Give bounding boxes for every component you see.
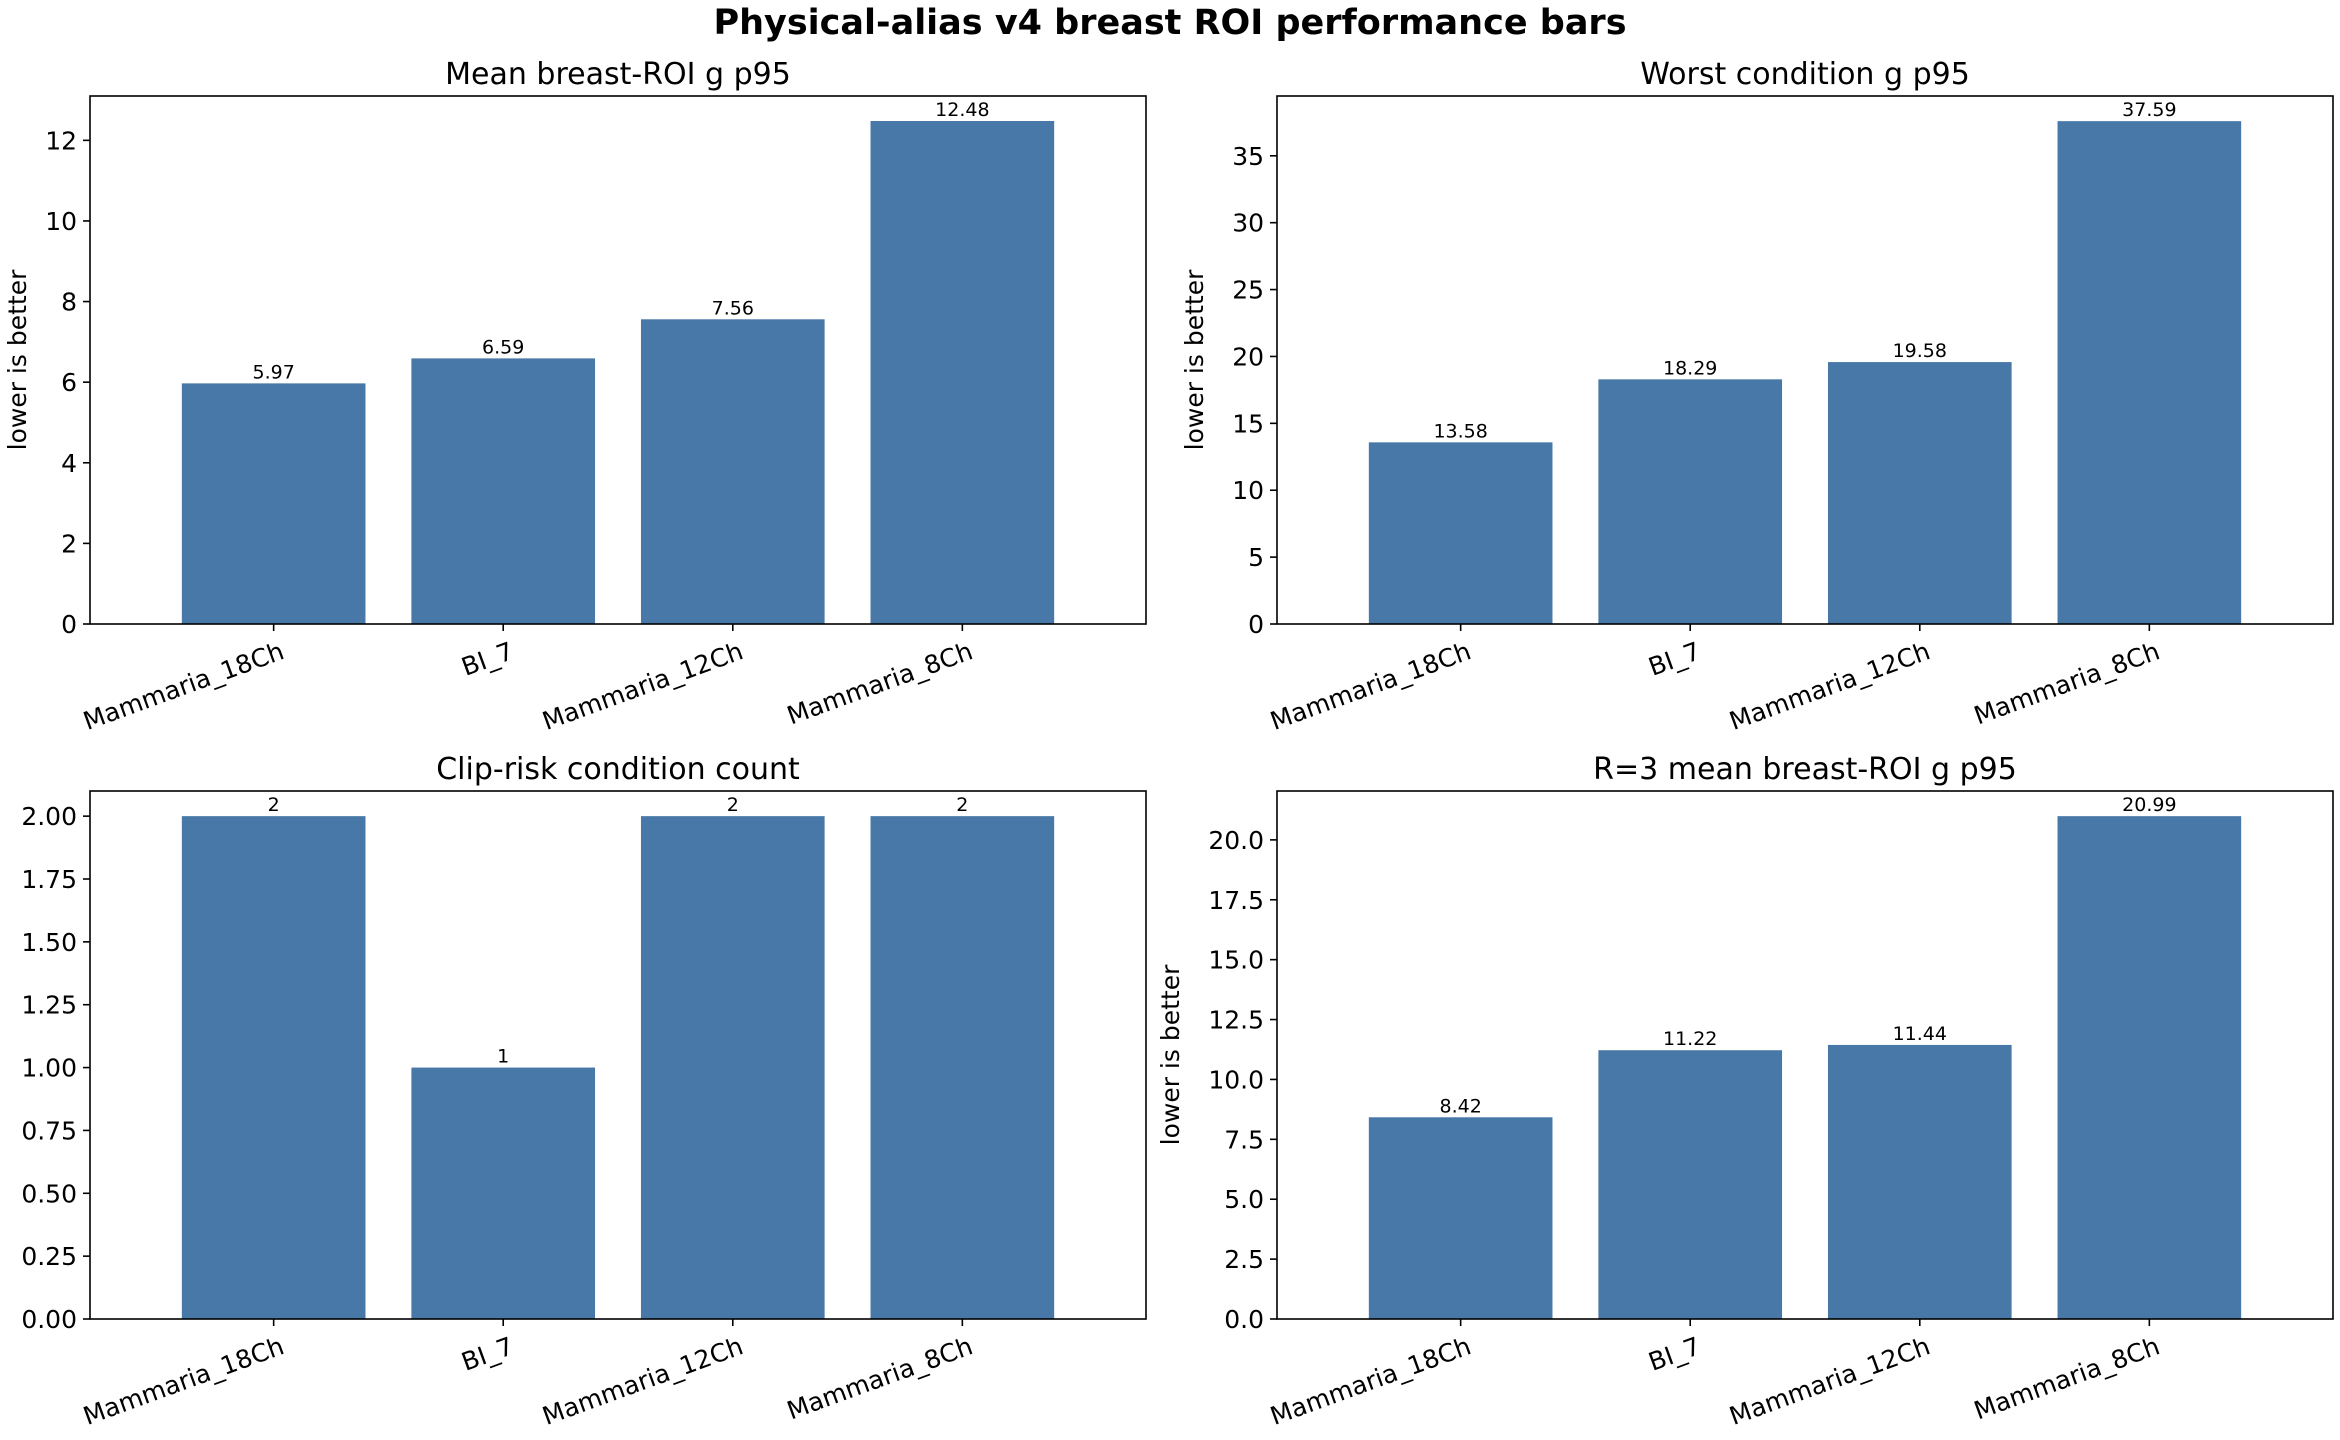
bar-value-label: 2 (956, 794, 968, 816)
bar-mammaria-8ch (2057, 816, 2242, 1319)
bar-value-label: 2 (727, 794, 739, 816)
bar-mammaria-18ch (181, 383, 366, 624)
y-tick-label: 4 (61, 449, 77, 478)
x-tick-label: Mammaria_8Ch (1970, 636, 2163, 730)
x-tick-label: BI_7 (458, 636, 518, 681)
y-tick-label: 5 (1248, 543, 1264, 572)
subplot-3: Clip-risk condition count 2 Mammaria_18Ch 1… (21, 752, 1147, 1431)
y-tick-label: 1.25 (21, 991, 77, 1020)
x-tick-label: Mammaria_8Ch (783, 636, 976, 730)
y-tick-label: 15 (1232, 409, 1264, 438)
y-tick-label: 17.5 (1208, 886, 1264, 915)
y-tick-label: 20.0 (1208, 826, 1264, 855)
bar-value-label: 19.58 (1893, 340, 1947, 362)
bar-value-label: 2 (268, 794, 280, 816)
y-tick-label: 25 (1232, 276, 1264, 305)
y-axis-label: lower is better (1180, 269, 1209, 450)
y-tick-label: 20 (1232, 342, 1264, 371)
x-tick-label: Mammaria_12Ch (539, 636, 747, 735)
y-tick-label: 1.00 (21, 1054, 77, 1083)
bar-value-label: 5.97 (252, 361, 294, 383)
y-tick-label: 30 (1232, 209, 1264, 238)
y-tick-label: 7.5 (1224, 1125, 1264, 1154)
y-tick-label: 8 (61, 288, 77, 317)
bar-mammaria-12ch (640, 816, 825, 1319)
axes-frame (1276, 790, 2334, 1320)
y-tick-label: 0.50 (21, 1179, 77, 1208)
bar-value-label: 6.59 (482, 336, 524, 358)
y-axis-label: lower is better (1156, 964, 1185, 1145)
x-tick-label: Mammaria_18Ch (79, 636, 287, 735)
subplot-title: R=3 mean breast-ROI g p95 (1593, 752, 2017, 787)
subplot-title: Clip-risk condition count (436, 752, 800, 787)
y-tick-label: 1.75 (21, 865, 77, 894)
y-tick-label: 10 (45, 207, 77, 236)
bar-value-label: 37.59 (2122, 99, 2176, 121)
y-axis-label: lower is better (3, 269, 32, 450)
bar-bi-7 (411, 358, 596, 624)
bar-mammaria-18ch (1368, 1117, 1553, 1319)
subplot-2: Worst condition g p95 lower is better 13.5… (1180, 57, 2334, 736)
bar-value-label: 1 (497, 1046, 509, 1068)
y-tick-label: 12.5 (1208, 1006, 1264, 1035)
x-tick-label: Mammaria_18Ch (1266, 1331, 1474, 1430)
bar-mammaria-8ch (870, 120, 1055, 624)
bar-value-label: 18.29 (1663, 357, 1717, 379)
bar-bi-7 (1598, 1050, 1783, 1319)
axes-frame (89, 95, 1147, 625)
y-tick-label: 12 (45, 126, 77, 155)
y-tick-label: 35 (1232, 142, 1264, 171)
x-tick-label: Mammaria_12Ch (539, 1331, 747, 1430)
bar-value-label: 7.56 (712, 297, 754, 319)
subplot-4: R=3 mean breast-ROI g p95 lower is better… (1156, 752, 2334, 1431)
bar-mammaria-18ch (1368, 442, 1553, 624)
y-tick-label: 2 (61, 529, 77, 558)
x-tick-label: BI_7 (1645, 1331, 1705, 1376)
bar-bi-7 (411, 1067, 596, 1319)
y-tick-label: 0 (1248, 610, 1264, 639)
figure-title: Physical-alias v4 breast ROI performance… (713, 3, 1626, 43)
y-tick-label: 1.50 (21, 928, 77, 957)
x-tick-label: BI_7 (1645, 636, 1705, 681)
y-tick-label: 5.0 (1224, 1185, 1264, 1214)
bar-value-label: 12.48 (935, 99, 989, 121)
y-tick-label: 2.5 (1224, 1245, 1264, 1274)
subplot-title: Mean breast-ROI g p95 (445, 57, 791, 92)
bar-bi-7 (1598, 379, 1783, 624)
x-tick-label: Mammaria_12Ch (1726, 636, 1934, 735)
bar-mammaria-12ch (1827, 1044, 2012, 1319)
x-tick-label: Mammaria_8Ch (783, 1331, 976, 1425)
bar-mammaria-8ch (2057, 121, 2242, 624)
y-tick-label: 10.0 (1208, 1065, 1264, 1094)
bar-value-label: 8.42 (1439, 1095, 1481, 1117)
bar-value-label: 11.44 (1893, 1023, 1947, 1045)
y-tick-label: 10 (1232, 476, 1264, 505)
bar-value-label: 13.58 (1433, 420, 1487, 442)
bar-value-label: 11.22 (1663, 1028, 1717, 1050)
bar-mammaria-8ch (870, 816, 1055, 1319)
x-tick-label: Mammaria_8Ch (1970, 1331, 2163, 1425)
x-tick-label: Mammaria_18Ch (1266, 636, 1474, 735)
axes-frame (1276, 95, 2334, 625)
axes-frame (89, 790, 1147, 1320)
bar-value-label: 20.99 (2122, 794, 2176, 816)
subplot-title: Worst condition g p95 (1640, 57, 1970, 92)
bar-mammaria-18ch (181, 816, 366, 1319)
bar-mammaria-12ch (1827, 362, 2012, 624)
y-tick-label: 0.25 (21, 1242, 77, 1271)
x-tick-label: BI_7 (458, 1331, 518, 1376)
x-tick-label: Mammaria_12Ch (1726, 1331, 1934, 1430)
y-tick-label: 0.75 (21, 1116, 77, 1145)
subplot-1: Mean breast-ROI g p95 lower is better 5.97… (3, 57, 1147, 736)
x-tick-label: Mammaria_18Ch (79, 1331, 287, 1430)
y-tick-label: 0.0 (1224, 1305, 1264, 1334)
y-tick-label: 6 (61, 368, 77, 397)
y-tick-label: 0.00 (21, 1305, 77, 1334)
y-tick-label: 15.0 (1208, 946, 1264, 975)
y-tick-label: 0 (61, 610, 77, 639)
y-tick-label: 2.00 (21, 802, 77, 831)
bar-mammaria-12ch (640, 319, 825, 624)
